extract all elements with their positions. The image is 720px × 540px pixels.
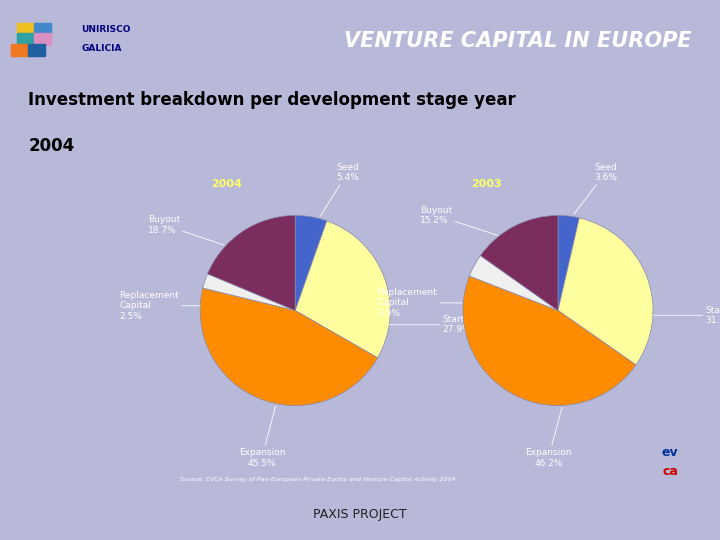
Text: 2004: 2004	[212, 179, 243, 188]
Text: Buyout
18.7%: Buyout 18.7%	[148, 215, 224, 245]
Text: 2004: 2004	[28, 137, 74, 155]
Text: Expansion
45.5%: Expansion 45.5%	[239, 406, 285, 468]
Wedge shape	[295, 215, 327, 310]
Text: VENTURE CAPITAL IN EUROPE: VENTURE CAPITAL IN EUROPE	[343, 31, 691, 51]
Bar	[34, 33, 50, 45]
Text: GALICIA: GALICIA	[81, 44, 122, 53]
Bar	[34, 23, 50, 35]
Text: Buyout
15.2%: Buyout 15.2%	[420, 206, 498, 235]
Wedge shape	[207, 215, 295, 310]
Wedge shape	[558, 218, 653, 365]
Bar	[17, 23, 34, 35]
Wedge shape	[463, 276, 636, 406]
Text: Start-up
27.9%: Start-up 27.9%	[388, 315, 480, 334]
Text: ev: ev	[662, 446, 678, 458]
Wedge shape	[558, 215, 580, 310]
Bar	[12, 44, 28, 56]
Text: Replacement
Capital
2.5%: Replacement Capital 2.5%	[120, 291, 200, 321]
Text: UNIRISCO: UNIRISCO	[81, 25, 131, 34]
Text: 2003: 2003	[471, 179, 501, 188]
Text: Start-up
31.1%: Start-up 31.1%	[654, 306, 720, 325]
Text: Source: EVCA Survey of Pan-European Private Equity and Venture Capital Activity : Source: EVCA Survey of Pan-European Priv…	[180, 477, 455, 482]
Wedge shape	[295, 221, 390, 358]
Text: Replacement
Capital
3.9%: Replacement Capital 3.9%	[377, 288, 462, 318]
Wedge shape	[480, 215, 558, 310]
Wedge shape	[203, 274, 295, 310]
Text: Seed
5.4%: Seed 5.4%	[320, 163, 359, 216]
Text: Expansion
46.2%: Expansion 46.2%	[526, 407, 572, 468]
Text: ca: ca	[662, 465, 678, 478]
Text: Seed
3.6%: Seed 3.6%	[574, 163, 617, 214]
Bar	[17, 33, 34, 45]
Bar	[28, 44, 45, 56]
Text: PAXIS PROJECT: PAXIS PROJECT	[313, 508, 407, 521]
Text: Investment breakdown per development stage year: Investment breakdown per development sta…	[28, 91, 516, 109]
Wedge shape	[200, 288, 377, 406]
Wedge shape	[469, 255, 558, 310]
